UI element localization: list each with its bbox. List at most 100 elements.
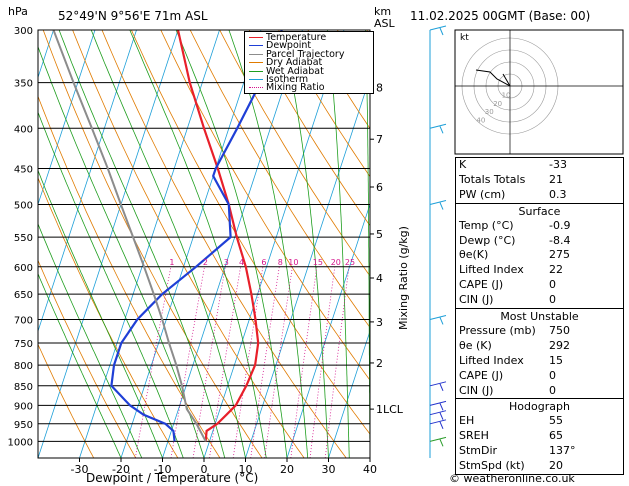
dry-adiabat-line xyxy=(38,176,179,458)
legend-swatch xyxy=(249,45,263,47)
index-row: CAPE (J) 0 xyxy=(456,278,623,293)
series-temperature xyxy=(176,30,260,442)
index-value: 0 xyxy=(549,383,556,397)
legend-swatch xyxy=(249,62,263,64)
index-row: Totals Totals 21 xyxy=(456,173,623,188)
legend-item: Dewpoint xyxy=(249,41,311,51)
wind-barb-flag xyxy=(439,439,444,447)
legend-item: Parcel Trajectory xyxy=(249,50,344,59)
index-label: Temp (°C) xyxy=(459,218,514,232)
hodograph-unit-label: kt xyxy=(460,33,469,43)
legend-item: Temperature xyxy=(249,33,326,42)
height-tick-label: 4 xyxy=(376,272,383,285)
index-row: Dewp (°C) -8.4 xyxy=(456,234,623,249)
index-value: 20 xyxy=(549,459,563,473)
mixing-ratio-line xyxy=(290,266,318,458)
x-tick-label: 10 xyxy=(239,463,253,476)
pressure-tick-label: 900 xyxy=(14,401,33,412)
datetime-label: 11.02.2025 00GMT (Base: 00) xyxy=(410,9,591,23)
index-label: SREH xyxy=(459,429,489,443)
index-value: 21 xyxy=(549,172,563,186)
index-value: 750 xyxy=(549,324,570,338)
index-value: 55 xyxy=(549,414,563,428)
wind-barb-flag xyxy=(439,27,444,36)
dry-adiabat-line xyxy=(42,30,263,458)
dry-adiabat-line xyxy=(38,95,221,458)
indices-basic: K -33 Totals Totals 21 PW (cm) 0.3 xyxy=(456,158,623,204)
dry-adiabat-line xyxy=(101,30,347,458)
series-parcel-trajectory xyxy=(52,30,207,442)
index-label: CAPE (J) xyxy=(459,368,504,382)
mixing-ratio-label: 2 xyxy=(203,258,208,267)
pressure-tick-label: 450 xyxy=(14,165,33,176)
wet-adiabat-line xyxy=(38,272,122,458)
height-tick-label: 5 xyxy=(376,228,383,241)
dry-adiabat-line xyxy=(189,30,370,329)
footer-credit: © weatheronline.co.uk xyxy=(449,472,575,485)
pressure-tick-label: 350 xyxy=(14,79,33,90)
hodograph-ring-label: 30 xyxy=(485,108,494,116)
height-tick-label: 6 xyxy=(376,181,383,194)
index-value: 275 xyxy=(549,248,570,262)
indices-table: K -33 Totals Totals 21 PW (cm) 0.3 Surface Te… xyxy=(455,157,624,476)
dry-adiabat-line xyxy=(219,30,370,277)
index-label: StmSpd (kt) xyxy=(459,459,525,473)
x-tick-label: -10 xyxy=(154,463,172,476)
mixing-ratio-line xyxy=(232,266,264,458)
index-row: StmDir 137° xyxy=(456,444,623,459)
index-row: EH 55 xyxy=(456,414,623,429)
dry-adiabat-line xyxy=(131,30,370,435)
index-label: PW (cm) xyxy=(459,187,506,201)
pressure-unit-label: hPa xyxy=(8,5,28,18)
legend-label: Parcel Trajectory xyxy=(266,48,345,60)
mixing-ratio-line xyxy=(324,266,350,458)
hodograph-ring-label: 40 xyxy=(476,117,485,125)
isotherm-line xyxy=(38,30,179,458)
index-label: CIN (J) xyxy=(459,293,494,307)
x-axis-title: Dewpoint / Temperature (°C) xyxy=(86,471,259,485)
pressure-tick-label: 650 xyxy=(14,290,33,301)
wind-barb-flag xyxy=(439,126,444,134)
wind-barb-icon xyxy=(429,200,447,206)
indices-hodograph: Hodograph EH 55 SREH 65 StmDir 137° StmSpd (kt… xyxy=(456,399,623,476)
mixing-ratio-line xyxy=(170,266,205,458)
index-value: 137° xyxy=(549,444,576,458)
mixing-ratio-label: 20 xyxy=(331,258,341,267)
index-label: θe(K) xyxy=(459,248,489,262)
wet-adiabat-line xyxy=(58,30,226,458)
index-row: K -33 xyxy=(456,158,623,173)
dry-adiabat-line xyxy=(160,30,370,381)
x-tick-label: 20 xyxy=(280,463,294,476)
isotherm-line xyxy=(328,329,370,458)
wet-adiabat-line xyxy=(38,111,184,458)
legend-item: Wet Adiabat xyxy=(249,65,324,77)
pressure-tick-label: 1000 xyxy=(8,437,33,448)
hodograph-frame xyxy=(454,29,624,155)
index-label: CAPE (J) xyxy=(459,278,504,292)
height-tick-label: 3 xyxy=(376,316,383,329)
dry-adiabat-line xyxy=(38,343,95,458)
mixing-ratio-label: 8 xyxy=(278,258,283,267)
index-row: Lifted Index 22 xyxy=(456,263,623,278)
wet-adiabat-line xyxy=(281,30,329,458)
wind-barb-icon xyxy=(429,25,447,31)
index-value: 0 xyxy=(549,368,556,382)
hodograph-trace xyxy=(475,69,511,87)
legend-label: Wet Adiabat xyxy=(266,65,324,77)
surface-title: Surface xyxy=(518,204,561,218)
pressure-tick-label: 550 xyxy=(14,233,33,244)
index-row: PW (cm) 0.3 xyxy=(456,188,623,203)
wind-barb-icon xyxy=(429,381,447,387)
index-value: -8.4 xyxy=(549,233,571,247)
index-label: Totals Totals xyxy=(459,172,526,186)
legend-label: Temperature xyxy=(266,32,327,43)
isotherm-line xyxy=(38,30,96,206)
index-label: K xyxy=(459,158,467,171)
wind-barb-icon xyxy=(429,419,447,425)
indices-surface: Surface Temp (°C) -0.9 Dewp (°C) -8.4 θe(K) 2… xyxy=(456,204,623,310)
hodograph-ring-label: 10 xyxy=(502,91,511,99)
x-tick-label: -30 xyxy=(71,463,89,476)
wet-adiabat-line xyxy=(175,30,288,458)
wind-barb-flag xyxy=(439,202,444,210)
